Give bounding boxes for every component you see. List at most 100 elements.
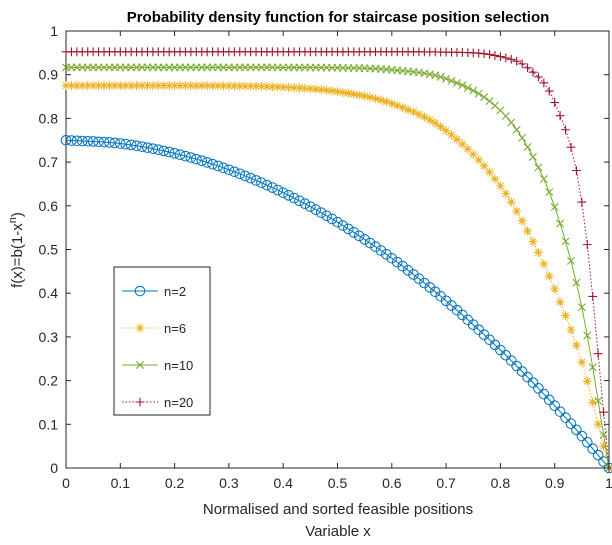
data-point [469,86,478,95]
data-point [528,67,538,77]
data-point [72,81,82,91]
x-tick-label: 0.5 [328,475,348,491]
data-point [561,237,570,246]
data-point [364,237,376,249]
data-point [110,81,120,91]
data-point [381,97,391,107]
data-point [66,135,77,146]
data-point [550,284,560,294]
data-point [571,424,582,436]
data-point [131,140,142,152]
data-point [71,135,83,147]
data-point [518,133,527,142]
x-tick-label: 0.1 [111,475,131,491]
data-point [343,223,354,235]
data-point [566,142,576,152]
data-point [235,81,245,91]
data-point [327,86,337,96]
data-point [353,230,365,242]
data-point [485,97,494,106]
data-point [132,81,141,91]
x-tick-label: 0.9 [545,475,565,491]
data-point [550,203,559,212]
data-point [354,90,364,100]
data-point [142,142,153,153]
data-point [175,81,185,91]
data-point [442,74,451,83]
data-point [593,349,603,359]
data-point [88,81,98,91]
data-point [457,139,467,149]
data-point [337,220,349,231]
data-point [288,192,300,204]
data-point [565,418,577,430]
data-point [305,201,316,212]
y-tick-label: 0.7 [39,154,59,170]
y-tick-label: 1 [50,23,58,39]
data-point [256,177,267,189]
data-point [98,136,110,148]
y-tick-label: 0.1 [39,416,59,432]
data-point [105,81,114,91]
x-tick-label: 0 [62,475,70,491]
data-point [191,81,201,91]
data-point [229,81,239,91]
data-point [147,143,159,154]
y-tick-label: 0.9 [39,67,59,83]
y-axis-label: f(x)=b(1-xn) [7,212,26,288]
data-point [561,125,570,135]
legend-item: n=6 [122,321,186,336]
data-point [164,81,174,91]
data-point [599,441,608,451]
data-point [219,81,228,91]
x-tick-label: 0.3 [219,475,239,491]
data-point [115,81,125,91]
data-point [572,166,581,175]
data-point [561,311,570,320]
data-point [181,81,190,91]
data-point [479,161,489,171]
data-point [76,135,88,147]
data-point [163,146,175,158]
data-point [516,366,528,377]
data-point [387,99,397,108]
data-point [414,109,424,119]
data-point [587,443,599,455]
data-point [577,197,587,207]
data-point [137,81,147,91]
data-point [283,190,294,201]
x-tick-label: 1 [605,475,612,491]
data-point [370,241,381,253]
data-point [593,419,603,429]
data-point [588,397,598,407]
data-point [523,143,532,152]
data-point [278,82,288,92]
y-tick-label: 0.5 [39,242,59,258]
y-tick-label: 0.3 [39,329,59,345]
series-n=6 [61,81,612,473]
data-point [594,396,603,405]
data-point [512,125,521,134]
data-point [295,83,304,93]
data-point [376,95,386,105]
data-point [196,155,208,167]
data-point [572,278,581,287]
data-point [490,174,500,184]
data-point [284,83,294,92]
series-n=20 [61,47,612,473]
data-point [300,83,310,93]
data-point [419,112,429,122]
data-point [201,157,213,168]
data-point [272,184,284,196]
data-point [555,111,565,121]
legend-label: n=6 [164,321,186,336]
data-point [202,81,212,91]
data-point [403,105,413,115]
data-point [583,331,592,340]
data-point [458,81,467,90]
data-point [463,144,473,154]
data-point [447,130,456,140]
data-point [588,292,598,301]
data-point [257,82,266,91]
